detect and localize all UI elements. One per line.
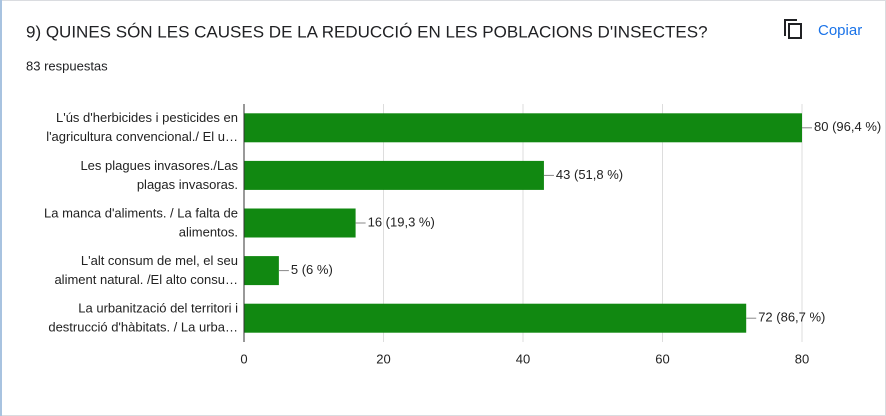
y-tick-label: alimentos. [179, 224, 238, 239]
x-tick-label: 60 [655, 351, 669, 366]
y-tick-label: L'alt consum de mel, el seu [81, 253, 238, 268]
value-label: 43 (51,8 %) [556, 167, 623, 182]
y-tick-label: Les plagues invasores./Las [80, 158, 238, 173]
value-label: 5 (6 %) [291, 262, 333, 277]
copy-label[interactable]: Copiar [818, 22, 862, 39]
bar [244, 303, 747, 333]
y-tick-label: l'agricultura convencional./ El u… [46, 129, 238, 144]
bar [244, 208, 356, 238]
y-tick-label: plagas invasoras. [137, 177, 238, 192]
value-label: 80 (96,4 %) [814, 119, 881, 134]
copy-icon [784, 19, 797, 36]
y-tick-label: L'ús d'herbicides i pesticides en [56, 110, 238, 125]
copy-button[interactable]: Copiar [784, 19, 862, 39]
y-tick-label: destrucció d'hàbitats. / La urba… [48, 320, 238, 335]
value-label: 72 (86,7 %) [758, 310, 825, 325]
y-tick-label: La manca d'aliments. / La falta de [44, 205, 238, 220]
response-count: 83 respuestas [26, 58, 108, 73]
bar [244, 160, 544, 190]
x-tick-label: 80 [795, 351, 809, 366]
value-label: 16 (19,3 %) [368, 214, 435, 229]
bar [244, 113, 802, 143]
copy-icon [788, 23, 802, 39]
y-tick-label: La urbanització del territori i [78, 301, 238, 316]
chart-title: 9) QUINES SÓN LES CAUSES DE LA REDUCCIÓ … [26, 22, 708, 41]
y-tick-label: aliment natural. /El alto consu… [54, 272, 238, 287]
x-tick-label: 40 [516, 351, 530, 366]
x-tick-label: 20 [376, 351, 390, 366]
bar [244, 256, 279, 286]
x-tick-label: 0 [240, 351, 247, 366]
